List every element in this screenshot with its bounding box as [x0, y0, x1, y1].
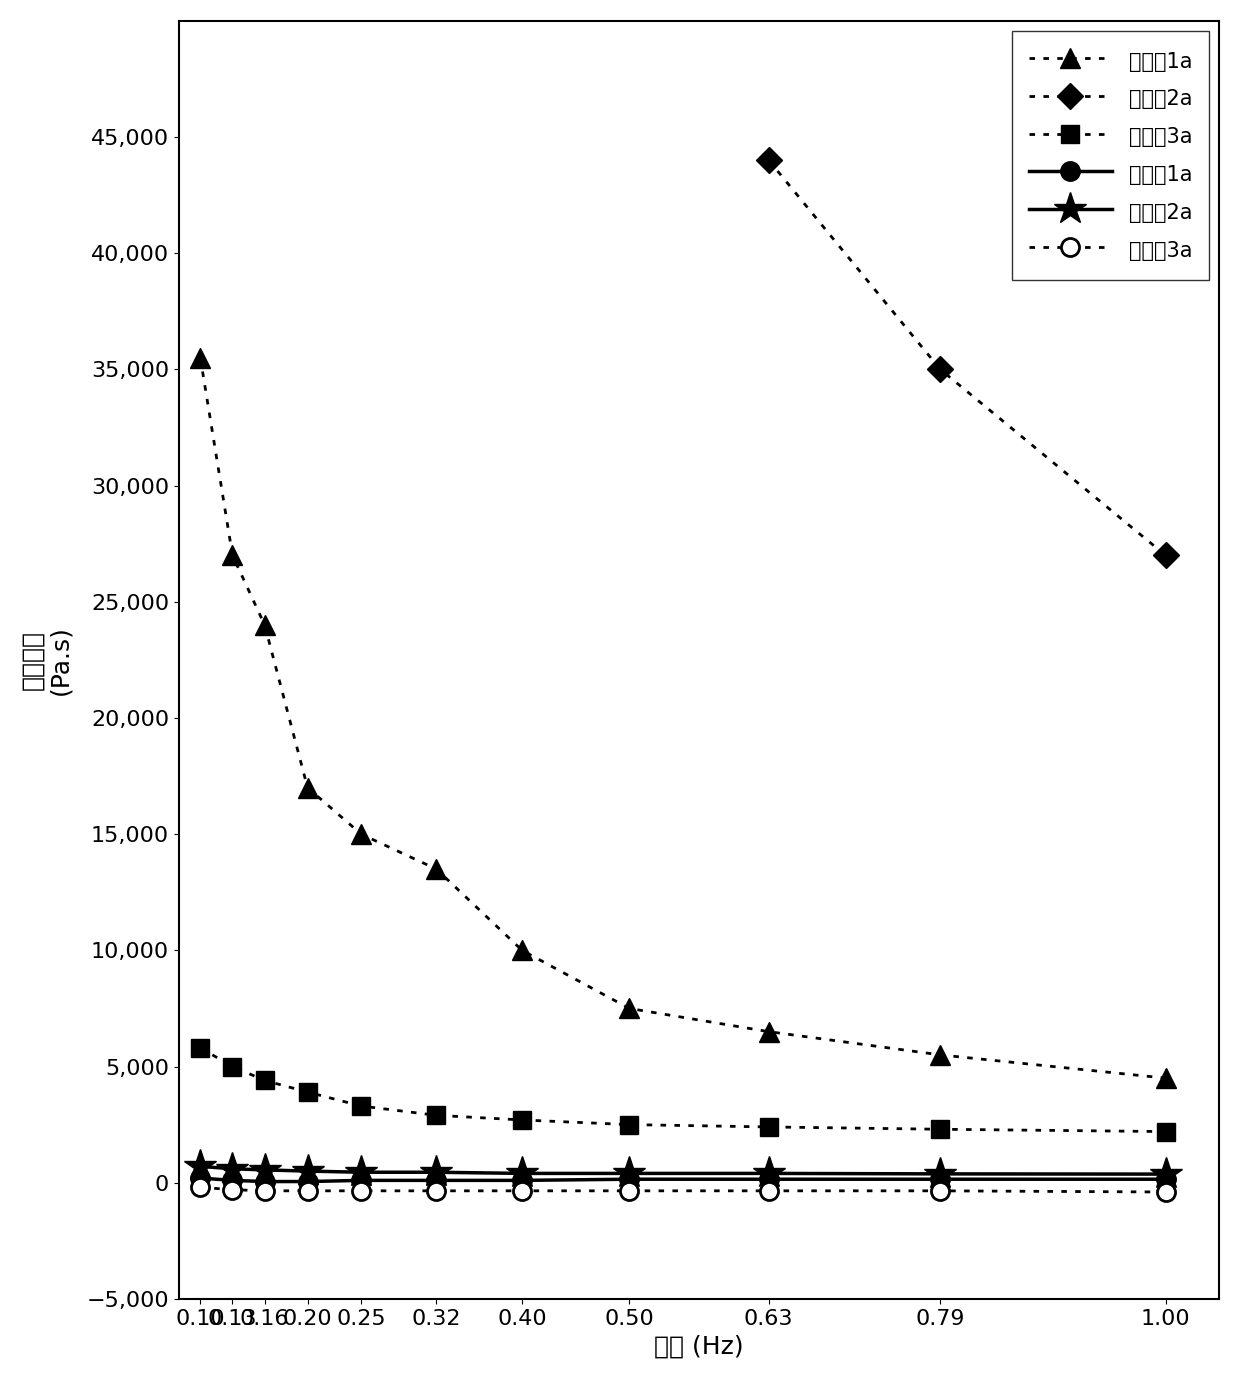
- 比较例1a: [193, 1169, 208, 1186]
- 实施例1a: [622, 1000, 637, 1016]
- 比较例2a: [224, 1161, 239, 1178]
- Legend: 实施例1a, 实施例2a, 实施例3a, 比较例1a, 比较例2a, 比较例3a: 实施例1a, 实施例2a, 实施例3a, 比较例1a, 比较例2a, 比较例3a: [1012, 32, 1209, 280]
- 比较例1a: [622, 1171, 637, 1187]
- 实施例2a: [1158, 547, 1173, 564]
- 实施例1a: [761, 1023, 776, 1040]
- 实施例3a: [761, 1118, 776, 1135]
- 比较例1a: [224, 1172, 239, 1189]
- 比较例2a: [429, 1164, 444, 1180]
- 比较例3a: [761, 1183, 776, 1200]
- 实施例3a: [300, 1084, 315, 1100]
- 比较例1a: [300, 1174, 315, 1190]
- 实施例1a: [515, 942, 529, 958]
- Line: 比较例3a: 比较例3a: [191, 1178, 1174, 1201]
- Line: 实施例1a: 实施例1a: [190, 348, 1176, 1088]
- 实施例3a: [257, 1073, 272, 1089]
- 比较例2a: [1158, 1165, 1173, 1182]
- 实施例1a: [353, 826, 368, 843]
- 实施例1a: [1158, 1070, 1173, 1087]
- 实施例1a: [224, 547, 239, 564]
- Line: 比较例1a: 比较例1a: [191, 1168, 1176, 1191]
- Line: 实施例2a: 实施例2a: [760, 152, 1174, 564]
- 比较例3a: [429, 1183, 444, 1200]
- 比较例3a: [193, 1179, 208, 1196]
- 实施例3a: [1158, 1124, 1173, 1140]
- 实施例1a: [257, 616, 272, 633]
- 实施例2a: [932, 361, 947, 378]
- 比较例1a: [1158, 1171, 1173, 1187]
- 比较例2a: [300, 1162, 315, 1179]
- 实施例2a: [761, 152, 776, 168]
- 比较例2a: [353, 1164, 368, 1180]
- 实施例1a: [932, 1047, 947, 1063]
- 比较例1a: [429, 1172, 444, 1189]
- 实施例1a: [300, 779, 315, 796]
- 比较例2a: [932, 1165, 947, 1182]
- 比较例3a: [300, 1183, 315, 1200]
- 实施例3a: [932, 1121, 947, 1138]
- 比较例3a: [1158, 1183, 1173, 1200]
- 比较例1a: [761, 1171, 776, 1187]
- 比较例3a: [257, 1183, 272, 1200]
- 比较例2a: [761, 1165, 776, 1182]
- Line: 比较例2a: 比较例2a: [184, 1150, 1182, 1191]
- 实施例3a: [515, 1111, 529, 1128]
- 比较例3a: [932, 1183, 947, 1200]
- 比较例1a: [515, 1172, 529, 1189]
- 比较例2a: [622, 1165, 637, 1182]
- 实施例1a: [193, 349, 208, 365]
- 比较例2a: [257, 1161, 272, 1178]
- 比较例3a: [622, 1183, 637, 1200]
- X-axis label: 频率 (Hz): 频率 (Hz): [655, 1333, 744, 1358]
- 比较例1a: [257, 1174, 272, 1190]
- 实施例3a: [353, 1098, 368, 1114]
- 比较例3a: [515, 1183, 529, 1200]
- 比较例1a: [932, 1171, 947, 1187]
- 比较例2a: [515, 1165, 529, 1182]
- 比较例1a: [353, 1172, 368, 1189]
- Y-axis label: 复数粘度
(Pa.s): 复数粘度 (Pa.s): [21, 625, 73, 695]
- 比较例3a: [224, 1182, 239, 1198]
- 实施例1a: [429, 860, 444, 877]
- 实施例3a: [429, 1107, 444, 1124]
- 比较例2a: [193, 1158, 208, 1175]
- 实施例3a: [193, 1040, 208, 1056]
- 实施例3a: [622, 1117, 637, 1134]
- Line: 实施例3a: 实施例3a: [191, 1038, 1174, 1140]
- 实施例3a: [224, 1058, 239, 1074]
- 比较例3a: [353, 1183, 368, 1200]
